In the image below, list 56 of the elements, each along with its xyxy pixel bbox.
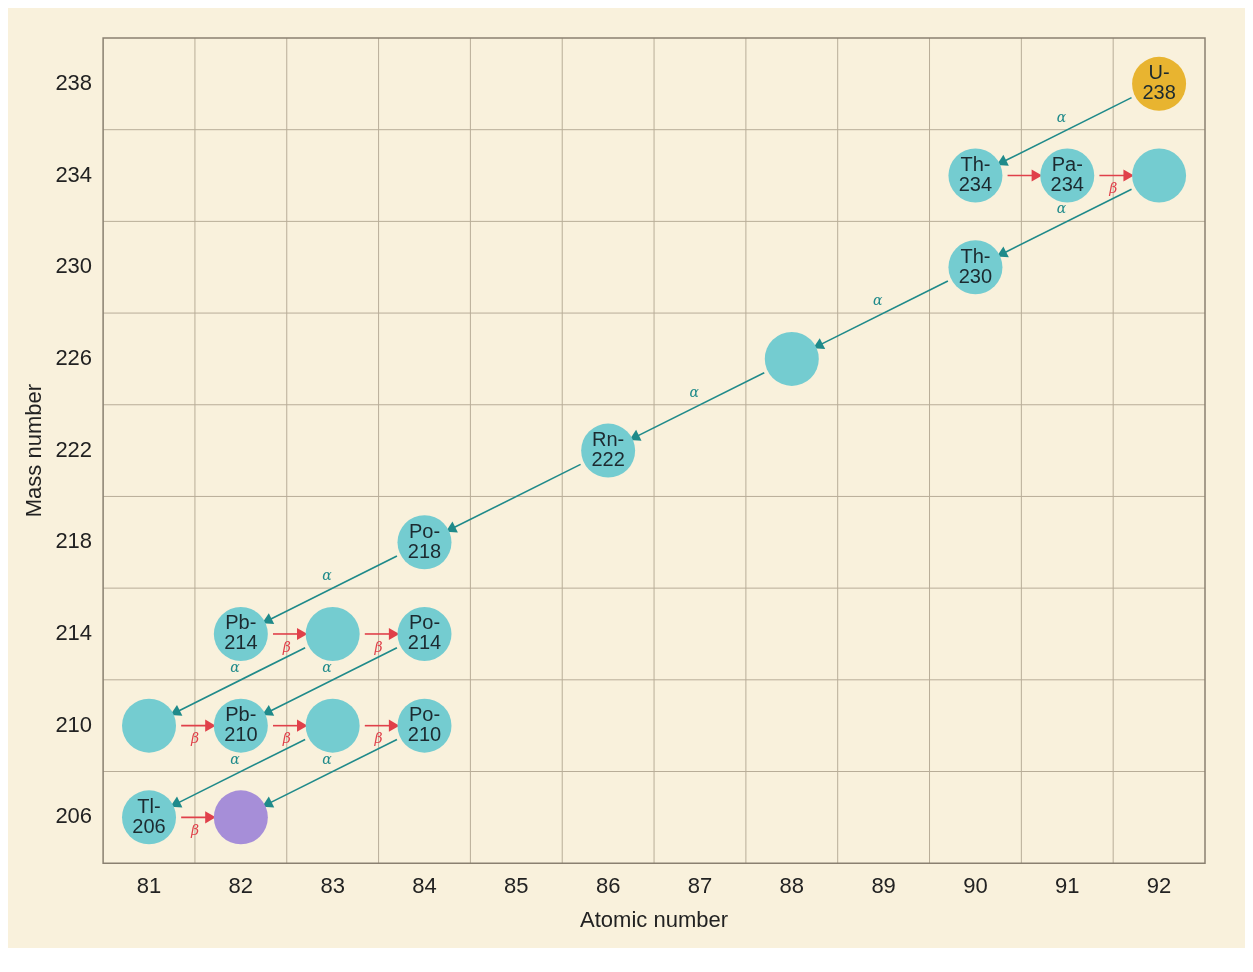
y-axis-title: Mass number <box>21 383 47 518</box>
annotation: α <box>322 750 333 767</box>
y-tick-label: 238 <box>55 69 93 95</box>
y-tick-label: 226 <box>55 344 93 370</box>
y-tick-label: 218 <box>55 528 93 554</box>
data-label: Tl-206 <box>132 794 166 837</box>
x-tick-label: 84 <box>412 873 437 899</box>
data-label: U-238 <box>1142 61 1176 104</box>
data-label: Rn-222 <box>591 428 625 471</box>
data-label: Pb-210 <box>224 703 258 746</box>
data-label: Po-214 <box>407 611 442 654</box>
x-tick-label: 81 <box>136 873 162 899</box>
x-tick-label: 85 <box>504 873 529 899</box>
annotation: β <box>373 730 383 747</box>
x-tick-label: 89 <box>871 873 896 899</box>
data-label: Th-230 <box>958 244 993 287</box>
annotation: β <box>1108 180 1118 197</box>
x-tick-label: 92 <box>1146 873 1172 899</box>
x-tick-label: 88 <box>779 873 805 899</box>
annotation: α <box>230 750 241 767</box>
x-tick-label: 83 <box>320 873 345 899</box>
y-tick-label: 230 <box>55 253 93 279</box>
annotation: α <box>873 292 884 309</box>
annotation: α <box>1056 108 1067 125</box>
annotation: β <box>281 730 291 747</box>
x-tick-label: 86 <box>595 873 621 899</box>
data-label: Pa-234 <box>1050 153 1084 196</box>
annotation: β <box>189 730 199 747</box>
annotation: α <box>689 383 700 400</box>
data-label: Pb-214 <box>224 611 258 654</box>
x-tick-label: 90 <box>963 873 988 899</box>
annotation: α <box>230 658 241 675</box>
point <box>1132 148 1187 203</box>
annotation: α <box>322 658 333 675</box>
x-axis-title: Atomic number <box>580 906 729 932</box>
annotation: α <box>1056 200 1067 217</box>
x-tick-label: 91 <box>1055 873 1080 899</box>
data-label: Po-218 <box>407 519 442 562</box>
y-tick-label: 210 <box>55 711 93 737</box>
y-tick-label: 214 <box>55 620 93 646</box>
annotation: β <box>373 638 383 655</box>
data-label: Po-210 <box>407 703 442 746</box>
y-tick-label: 206 <box>55 803 93 829</box>
y-tick-label: 222 <box>55 436 93 462</box>
point <box>122 698 177 753</box>
annotation: β <box>189 822 199 838</box>
point <box>213 790 268 845</box>
point <box>305 606 360 661</box>
x-tick-label: 87 <box>687 873 713 899</box>
x-tick-label: 82 <box>228 873 254 899</box>
annotation: β <box>281 638 291 655</box>
data-label: Th-234 <box>958 153 993 196</box>
point <box>764 331 819 386</box>
y-tick-label: 234 <box>55 161 93 187</box>
point <box>305 698 360 753</box>
annotation: α <box>322 567 333 584</box>
